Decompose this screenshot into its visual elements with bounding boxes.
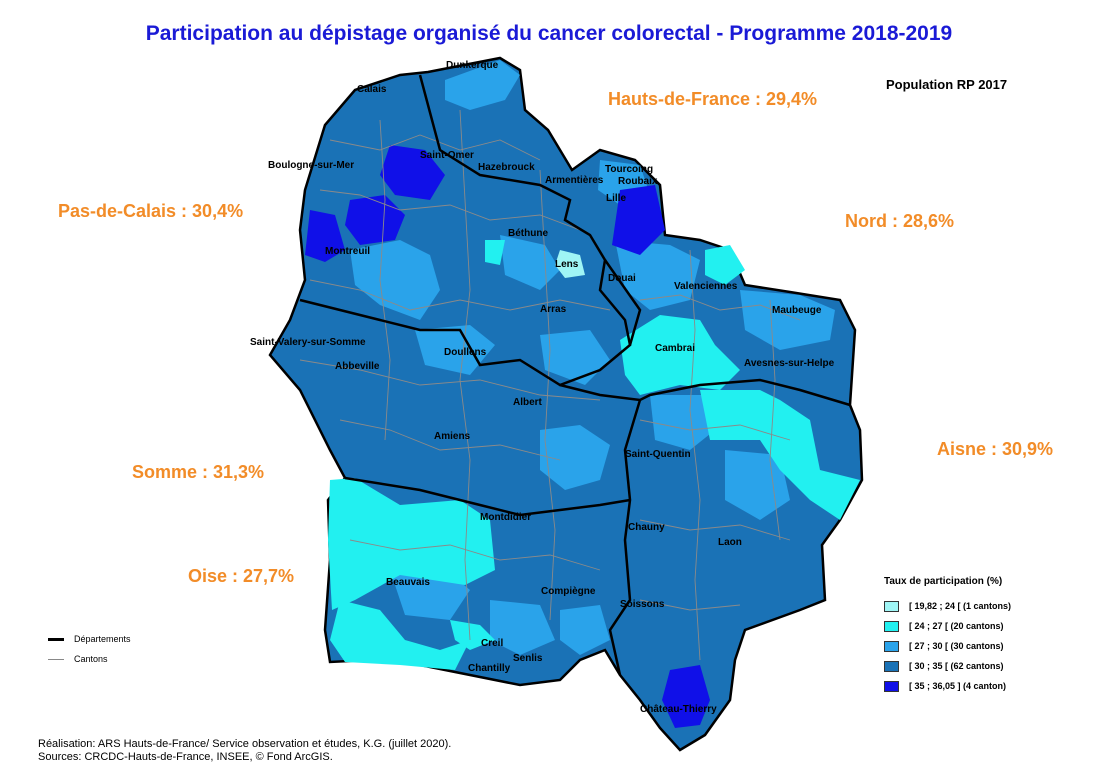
legend-title: Taux de participation (%) bbox=[884, 576, 1003, 587]
thick-line-swatch bbox=[48, 637, 64, 641]
city-label: Compiègne bbox=[541, 586, 596, 597]
legend-class: [ 27 ; 30 [ (30 cantons) bbox=[884, 636, 1011, 656]
city-label: Montreuil bbox=[325, 246, 370, 257]
city-labels: Dunkerque Calais Boulogne-sur-Mer Saint-… bbox=[250, 60, 835, 715]
legend-class: [ 30 ; 35 [ (62 cantons) bbox=[884, 656, 1011, 676]
city-label: Hazebrouck bbox=[478, 162, 535, 173]
city-label: Château-Thierry bbox=[640, 704, 717, 715]
color-swatch bbox=[884, 600, 899, 612]
city-label: Roubaix bbox=[618, 176, 658, 187]
credits: Réalisation: ARS Hauts-de-France/ Servic… bbox=[38, 738, 451, 764]
city-label: Chauny bbox=[628, 522, 665, 533]
city-label: Lille bbox=[606, 193, 626, 204]
class-27-30-areas bbox=[350, 60, 835, 655]
legend-class-label: [ 35 ; 36,05 ] (4 canton) bbox=[909, 681, 1007, 691]
city-label: Béthune bbox=[508, 228, 548, 239]
legend-participation: Taux de participation (%) [ 19,82 ; 24 [… bbox=[884, 576, 1011, 696]
legend-item-cantons: Cantons bbox=[48, 649, 131, 669]
label-hauts-de-france: Hauts-de-France : 29,4% bbox=[608, 89, 818, 109]
city-label: Calais bbox=[357, 84, 387, 95]
legend-class-label: [ 27 ; 30 [ (30 cantons) bbox=[909, 641, 1004, 651]
color-swatch bbox=[884, 680, 899, 692]
city-label: Albert bbox=[513, 397, 543, 408]
city-label: Creil bbox=[481, 638, 503, 649]
city-label: Beauvais bbox=[386, 577, 430, 588]
population-note: Population RP 2017 bbox=[886, 77, 1008, 92]
credits-line-realisation: Réalisation: ARS Hauts-de-France/ Servic… bbox=[38, 738, 452, 750]
map-title: Participation au dépistage organisé du c… bbox=[145, 22, 953, 45]
thin-line-swatch bbox=[48, 658, 64, 660]
legend-class: [ 24 ; 27 [ (20 cantons) bbox=[884, 616, 1011, 636]
city-label: Douai bbox=[608, 273, 636, 284]
label-somme: Somme : 31,3% bbox=[132, 462, 265, 482]
city-label: Valenciennes bbox=[674, 281, 738, 292]
city-label: Soissons bbox=[620, 599, 665, 610]
label-oise: Oise : 27,7% bbox=[188, 566, 295, 586]
city-label: Abbeville bbox=[335, 361, 380, 372]
legend-class-label: [ 30 ; 35 [ (62 cantons) bbox=[909, 661, 1004, 671]
class-24-27-areas bbox=[328, 240, 860, 670]
legend-item-departements: Départements bbox=[48, 629, 131, 649]
department-boundaries bbox=[299, 74, 851, 676]
legend-class: [ 35 ; 36,05 ] (4 canton) bbox=[884, 676, 1011, 696]
city-label: Doullens bbox=[444, 347, 487, 358]
city-label: Lens bbox=[555, 259, 579, 270]
color-swatch bbox=[884, 660, 899, 672]
legend-class-label: [ 19,82 ; 24 [ (1 cantons) bbox=[909, 601, 1012, 611]
city-label: Amiens bbox=[434, 431, 471, 442]
label-pas-de-calais: Pas-de-Calais : 30,4% bbox=[58, 201, 244, 221]
legend-class: [ 19,82 ; 24 [ (1 cantons) bbox=[884, 596, 1011, 616]
city-label: Maubeuge bbox=[772, 305, 822, 316]
class-35-36-areas bbox=[305, 145, 710, 728]
city-label: Avesnes-sur-Helpe bbox=[744, 358, 835, 369]
city-label: Montdidier bbox=[480, 512, 531, 523]
color-swatch bbox=[884, 640, 899, 652]
city-label: Arras bbox=[540, 304, 567, 315]
city-label: Saint-Valery-sur-Somme bbox=[250, 337, 366, 348]
color-swatch bbox=[884, 620, 899, 632]
label-nord: Nord : 28,6% bbox=[845, 211, 955, 231]
label-aisne: Aisne : 30,9% bbox=[937, 439, 1054, 459]
class-19-24-area bbox=[555, 250, 585, 278]
city-label: Dunkerque bbox=[446, 60, 499, 71]
canton-boundaries bbox=[299, 109, 801, 661]
city-label: Armentières bbox=[545, 175, 604, 186]
city-label: Tourcoing bbox=[605, 164, 653, 175]
city-label: Chantilly bbox=[468, 663, 511, 674]
city-label: Laon bbox=[718, 537, 742, 548]
city-label: Boulogne-sur-Mer bbox=[268, 160, 354, 171]
credits-line-sources: Sources: CRCDC-Hauts-de-France, INSEE, ©… bbox=[38, 751, 333, 763]
city-label: Saint-Omer bbox=[420, 150, 474, 161]
legend-boundaries: Départements Cantons bbox=[48, 629, 131, 669]
legend-label: Cantons bbox=[74, 654, 108, 664]
legend-label: Départements bbox=[74, 634, 131, 644]
city-label: Cambrai bbox=[655, 343, 695, 354]
city-label: Senlis bbox=[513, 653, 543, 664]
city-label: Saint-Quentin bbox=[625, 449, 691, 460]
legend-class-label: [ 24 ; 27 [ (20 cantons) bbox=[909, 621, 1004, 631]
